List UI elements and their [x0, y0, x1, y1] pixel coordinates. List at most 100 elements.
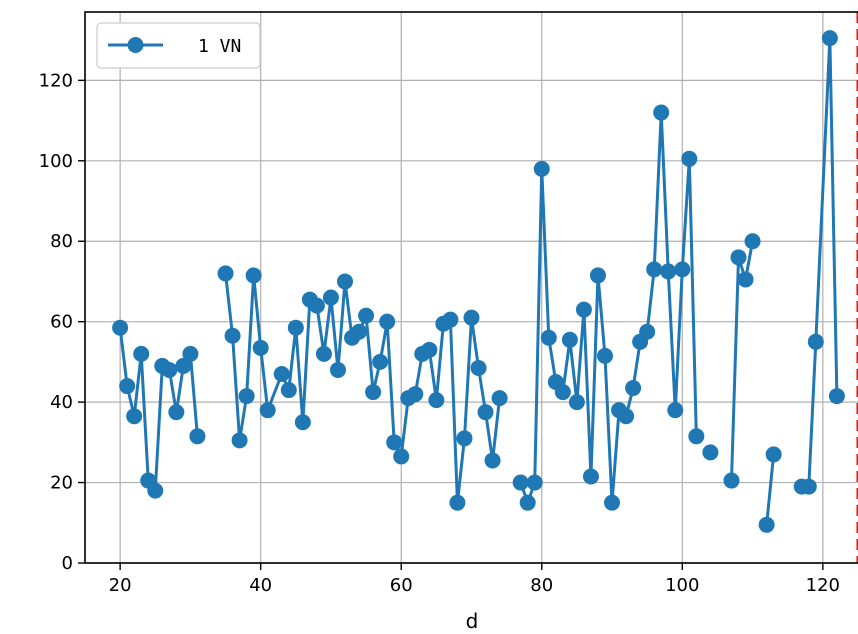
data-point [386, 434, 403, 451]
data-point [161, 361, 178, 378]
data-point [358, 307, 375, 324]
data-point [667, 402, 684, 419]
data-point [259, 402, 276, 419]
data-point [589, 267, 606, 284]
data-point [807, 333, 824, 350]
data-point [112, 319, 129, 336]
data-point [379, 313, 396, 330]
y-tick-label: 40 [50, 392, 73, 413]
data-point [273, 365, 290, 382]
data-point [245, 267, 262, 284]
data-point [119, 378, 136, 395]
data-point [702, 444, 719, 461]
y-tick-label: 20 [50, 473, 73, 494]
data-point [393, 448, 410, 465]
plot-frame [84, 11, 858, 564]
data-point [737, 271, 754, 288]
data-point [744, 233, 761, 250]
data-point [337, 273, 353, 290]
data-point [758, 516, 775, 533]
x-tick-label: 60 [390, 575, 413, 596]
data-point [372, 353, 389, 370]
y-tick-label: 100 [39, 151, 73, 172]
data-point [568, 394, 585, 411]
x-tick-label: 20 [109, 575, 132, 596]
data-point [625, 380, 642, 397]
data-point [428, 392, 445, 409]
data-point [491, 390, 508, 407]
data-point [189, 428, 206, 445]
data-point [554, 384, 571, 401]
data-point [322, 289, 339, 306]
data-point [365, 384, 382, 401]
legend-marker-swatch [127, 37, 144, 53]
data-point [575, 301, 592, 318]
y-tick-label: 80 [50, 231, 73, 252]
data-point [723, 472, 740, 489]
data-point [456, 430, 473, 447]
data-point [231, 432, 248, 449]
legend-entry-label: 1 VN [198, 36, 241, 57]
data-point [421, 341, 438, 358]
series-1-vn [112, 30, 845, 533]
data-point [175, 357, 192, 374]
data-point [484, 452, 501, 469]
y-tick-label: 0 [62, 553, 73, 574]
data-point [646, 261, 663, 278]
legend-box [96, 22, 261, 69]
x-axis-label: d [466, 609, 479, 633]
data-point [526, 474, 543, 491]
y-tick-label: 60 [50, 312, 73, 333]
data-point [582, 468, 599, 485]
data-point [674, 261, 691, 278]
data-point [470, 359, 487, 376]
y-tick-label: 120 [39, 70, 73, 91]
data-point [217, 265, 234, 282]
x-tick-label: 40 [249, 575, 272, 596]
data-point [182, 345, 199, 362]
series-line-segment [765, 454, 776, 525]
data-point [287, 319, 304, 336]
data-point [604, 494, 621, 511]
data-point [168, 404, 185, 421]
data-point [639, 323, 656, 340]
data-point [407, 386, 424, 403]
data-point [477, 404, 494, 421]
x-tick-label: 100 [665, 575, 699, 596]
data-point [800, 478, 817, 495]
data-point [463, 309, 480, 326]
data-point [618, 408, 635, 425]
x-tick-label: 120 [806, 575, 840, 596]
data-point [660, 263, 677, 280]
data-point [512, 474, 529, 491]
data-point [821, 30, 838, 47]
data-point [688, 428, 705, 445]
data-point [681, 150, 698, 167]
data-point [540, 329, 557, 346]
data-point [294, 414, 311, 431]
legend: 1 VN [96, 22, 261, 69]
data-point [730, 249, 747, 266]
data-point [133, 345, 150, 362]
data-point [315, 345, 332, 362]
data-point [351, 323, 368, 340]
data-point [252, 339, 269, 356]
data-point [126, 408, 143, 425]
series-line-segment [729, 240, 755, 481]
data-point [533, 160, 550, 177]
data-point [329, 361, 346, 378]
data-point [280, 382, 297, 399]
data-point [597, 347, 613, 364]
axis-ticks: 20 40 60 80 100 120 0 20 40 60 80 100 120 [39, 70, 840, 596]
data-point [308, 297, 325, 314]
data-point [147, 482, 164, 499]
data-point [449, 494, 466, 511]
data-point [828, 388, 845, 405]
data-point [224, 327, 241, 344]
data-point [653, 104, 670, 121]
x-tick-label: 80 [530, 575, 553, 596]
data-point [765, 446, 782, 463]
data-point [442, 311, 459, 328]
